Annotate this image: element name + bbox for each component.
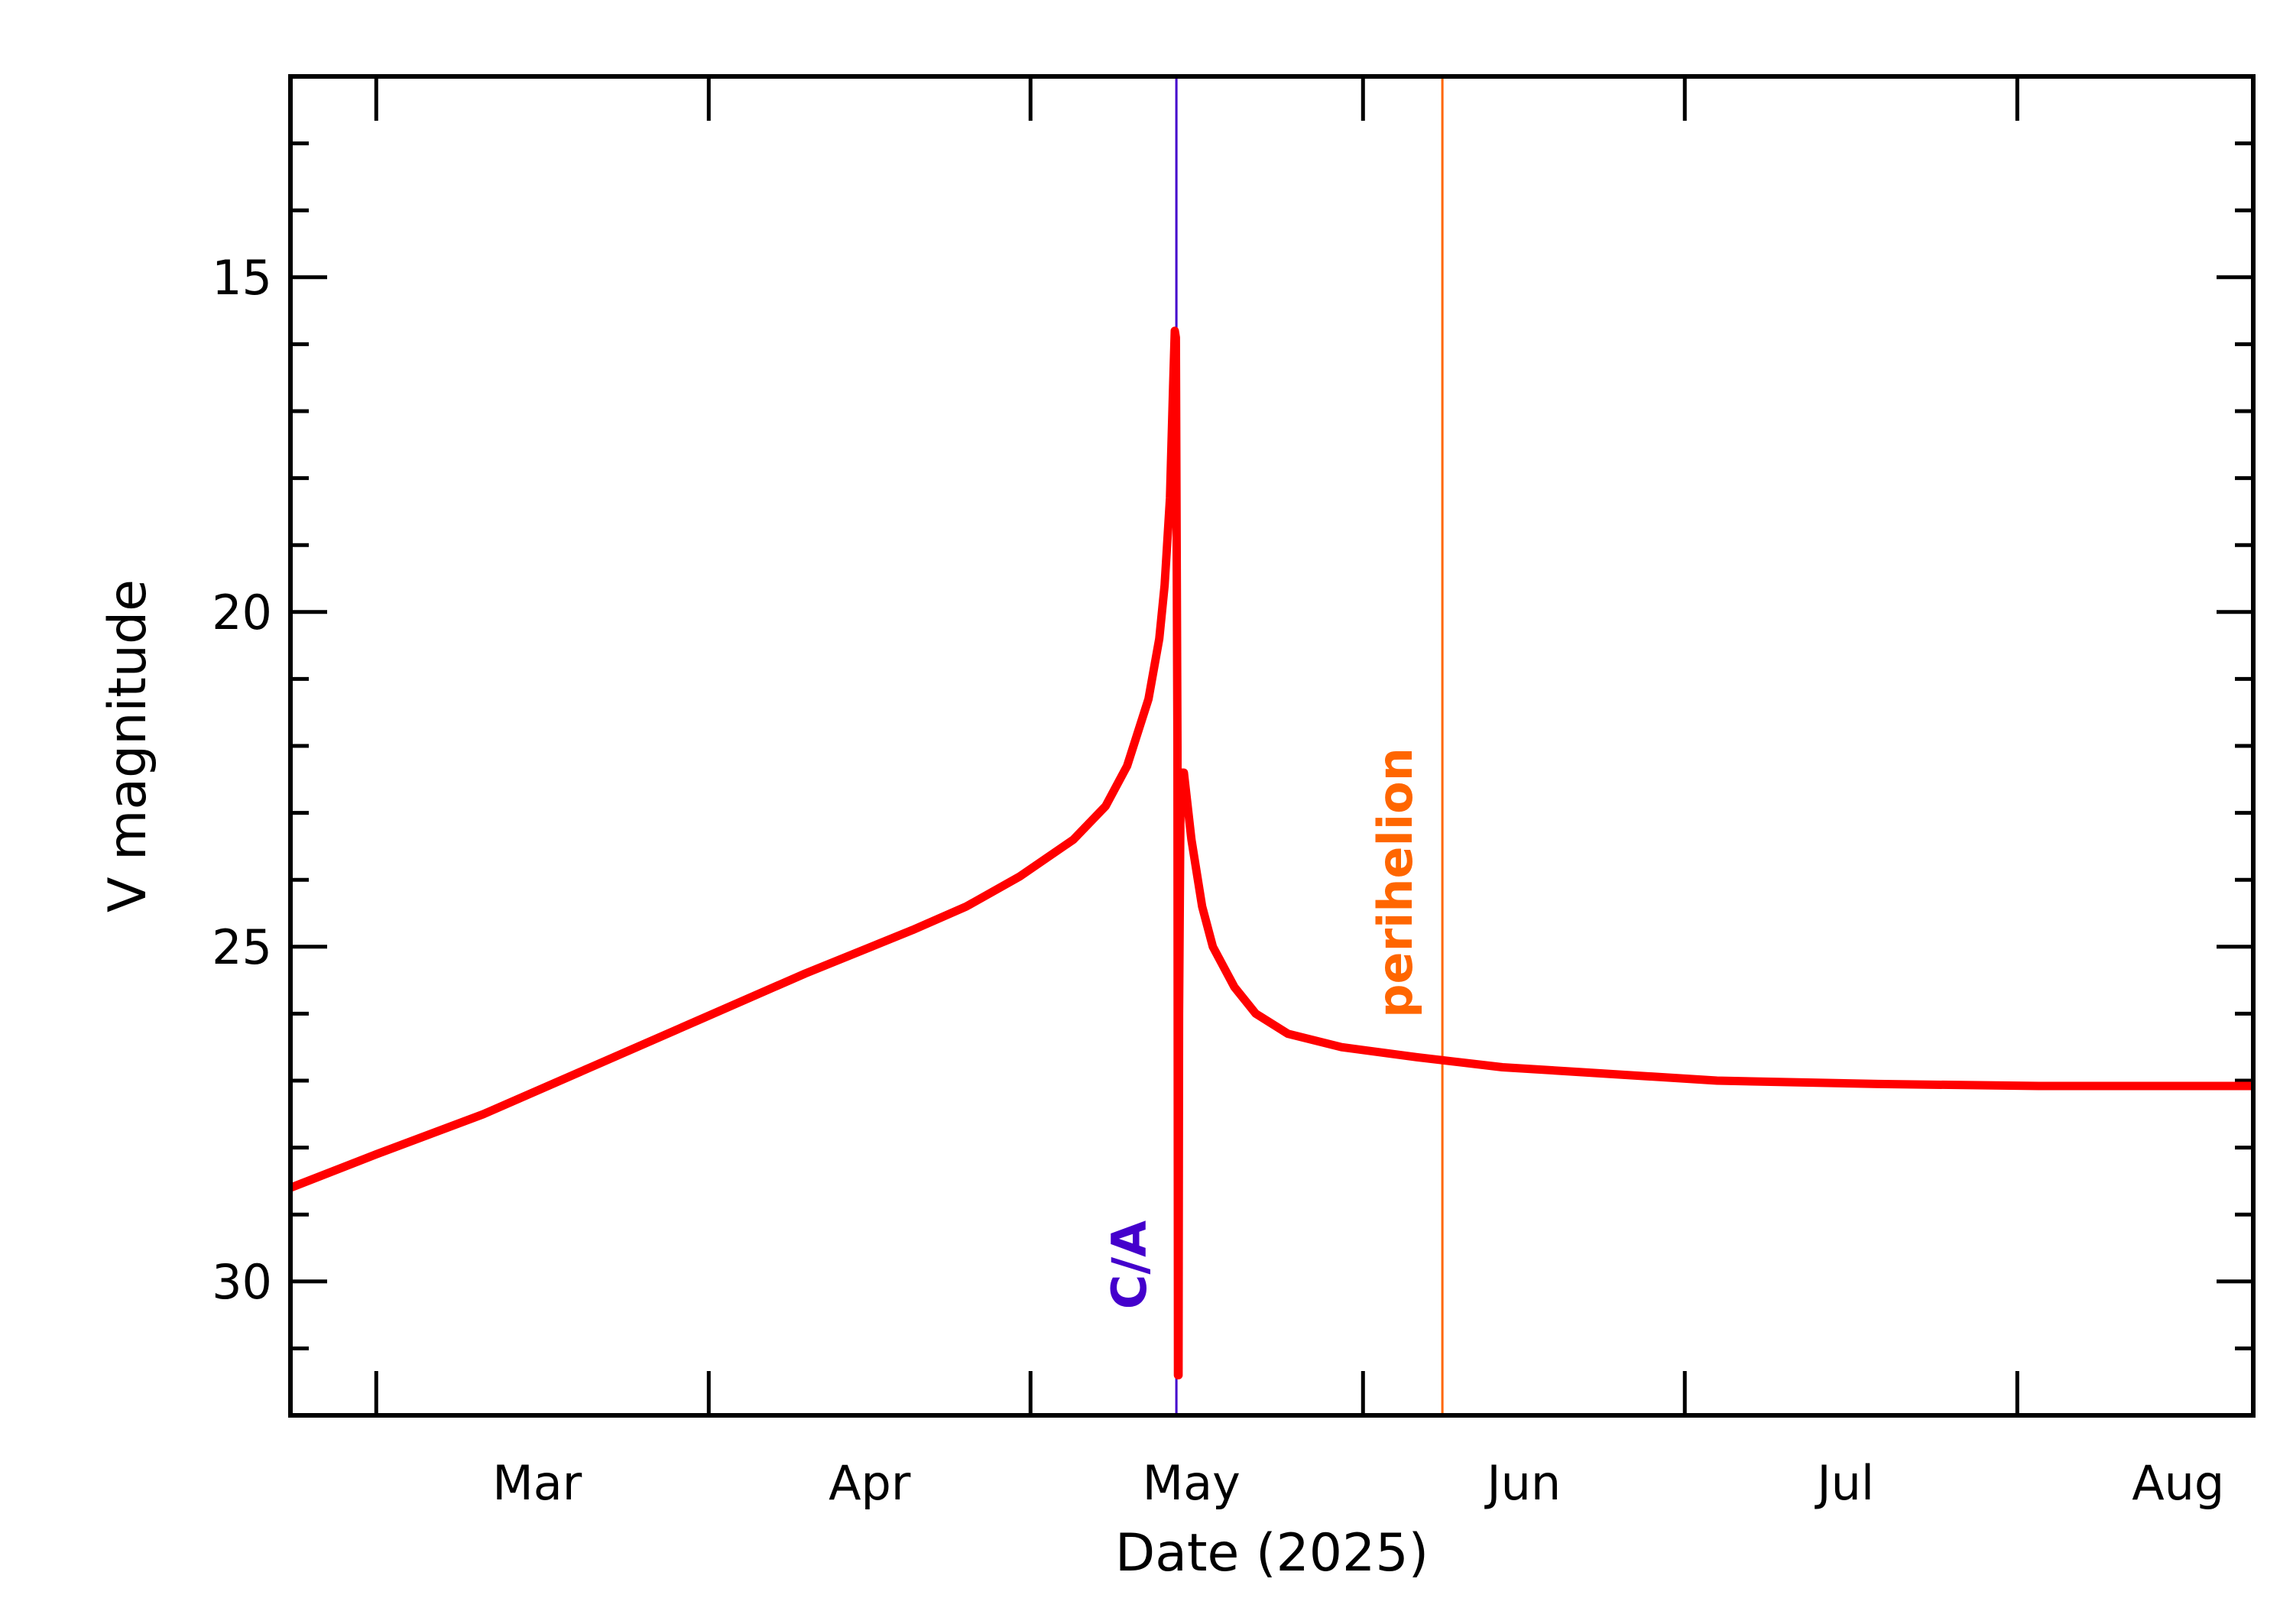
- series-line-v-magnitude: [289, 326, 2253, 1379]
- y-tick-labels: 15 20 25 30: [212, 250, 272, 1310]
- x-tick-label: Mar: [492, 1455, 582, 1511]
- tick-marks: [290, 76, 2253, 1415]
- x-tick-label: Apr: [829, 1455, 911, 1511]
- x-axis-title: Date (2025): [1115, 1523, 1429, 1583]
- plot-frame: [288, 74, 2256, 1418]
- x-tick-label: Aug: [2132, 1455, 2224, 1511]
- y-axis-title: V magnitude: [98, 579, 158, 912]
- y-tick-label: 25: [212, 919, 272, 975]
- event-label: perihelion: [1367, 747, 1423, 1018]
- x-tick-label: Jul: [1814, 1455, 1874, 1511]
- event-label: C/A: [1101, 1220, 1157, 1309]
- event-markers: C/A perihelion: [1101, 76, 1444, 1415]
- y-tick-label: 15: [212, 250, 272, 306]
- x-tick-label: Jun: [1484, 1455, 1561, 1511]
- x-tick-label: May: [1143, 1455, 1241, 1511]
- y-tick-label: 30: [212, 1254, 272, 1310]
- y-tick-label: 20: [212, 585, 272, 640]
- x-tick-labels: Mar Apr May Jun Jul Aug: [492, 1455, 2224, 1511]
- series-layer: [289, 326, 2253, 1379]
